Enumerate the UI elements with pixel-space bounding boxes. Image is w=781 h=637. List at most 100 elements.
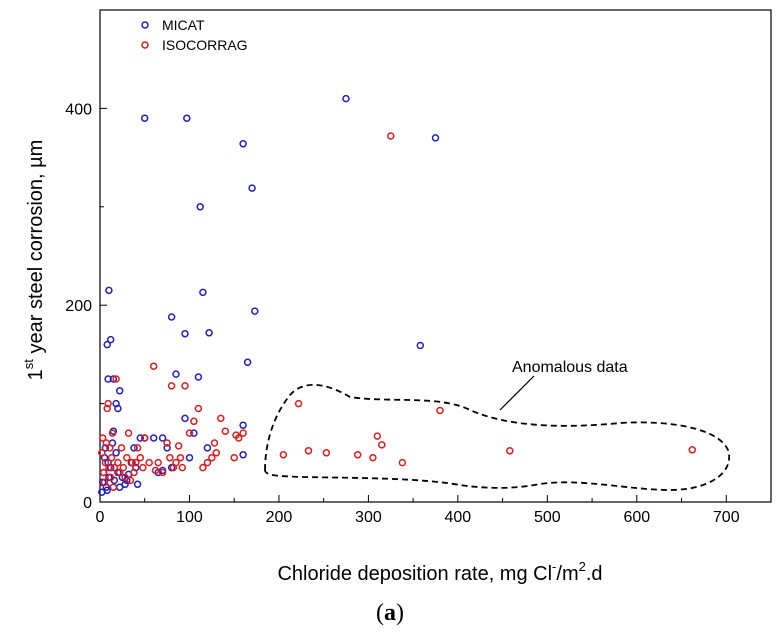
data-point-isocorrag (210, 439, 219, 447)
data-point-micat (121, 480, 129, 489)
anomalous-boundary (264, 383, 731, 491)
data-point-micat (136, 434, 145, 442)
data-point-isocorrag (126, 476, 135, 485)
data-point-isocorrag (194, 404, 203, 413)
x-tick-label: 500 (534, 509, 561, 526)
data-point-micat (114, 404, 122, 413)
data-point-isocorrag (158, 468, 167, 477)
data-point-isocorrag (154, 458, 162, 467)
data-point-micat (239, 421, 247, 429)
data-point-isocorrag (378, 441, 386, 449)
data-point-isocorrag (124, 429, 133, 437)
data-point-isocorrag (398, 458, 407, 467)
data-point-isocorrag (117, 444, 126, 452)
data-point-isocorrag (112, 375, 120, 383)
data-point-micat (196, 203, 204, 211)
panel-label: (a) (376, 600, 404, 626)
x-tick-label: 300 (355, 509, 382, 526)
x-tick-label: 600 (623, 509, 650, 526)
data-point-isocorrag (98, 434, 107, 442)
anomalous-region: Anomalous data (264, 359, 731, 491)
plot-frame (99, 9, 772, 503)
data-point-isocorrag (100, 478, 109, 487)
data-point-isocorrag (110, 463, 119, 472)
legend-marker-micat (141, 21, 149, 29)
data-point-micat (115, 387, 124, 395)
data-point-micat (163, 444, 171, 452)
data-point-isocorrag (107, 453, 116, 462)
data-point-isocorrag (208, 453, 216, 462)
data-point-isocorrag (239, 429, 247, 437)
data-point-isocorrag (163, 439, 171, 447)
data-point-isocorrag (279, 451, 288, 459)
x-tick-label: 200 (266, 509, 293, 526)
data-point-micat (140, 114, 149, 122)
data-point-isocorrag (139, 463, 147, 472)
legend: MICAT ISOCORRAG (141, 17, 248, 53)
data-point-micat (431, 134, 440, 142)
data-point-isocorrag (106, 444, 114, 452)
data-point-isocorrag (506, 447, 514, 455)
data-point-isocorrag (130, 468, 138, 477)
data-point-isocorrag (133, 444, 142, 452)
y-tick-label: 0 (83, 495, 92, 512)
data-point-isocorrag (181, 382, 189, 390)
data-point-isocorrag (108, 429, 117, 437)
data-point-isocorrag (119, 463, 128, 472)
data-point-isocorrag (172, 458, 180, 467)
data-point-isocorrag (106, 473, 115, 482)
data-point-micat (203, 444, 212, 452)
data-point-isocorrag (145, 458, 153, 467)
legend-marker-isocorrag (141, 41, 149, 49)
data-point-micat (183, 114, 191, 122)
data-point-isocorrag (121, 473, 129, 482)
data-point-isocorrag (203, 458, 212, 467)
data-point-micat (103, 486, 111, 494)
data-point-isocorrag (190, 417, 198, 426)
x-axis-title: Chloride deposition rate, mg Cl-/m2.d (277, 559, 602, 585)
x-tick-label: 700 (713, 509, 740, 526)
data-point-isocorrag (115, 468, 124, 477)
y-tick-label: 200 (65, 298, 92, 315)
data-point-micat (181, 329, 189, 338)
data-point-isocorrag (101, 458, 110, 467)
data-point-micat (239, 451, 247, 459)
data-point-micat (167, 313, 176, 321)
data-point-isocorrag (185, 429, 194, 437)
data-point-isocorrag (128, 458, 136, 467)
data-point-isocorrag (136, 453, 145, 462)
data-point-isocorrag (304, 447, 313, 455)
data-point-micat (194, 373, 203, 381)
data-point-isocorrag (176, 453, 185, 462)
data-point-isocorrag (167, 382, 176, 390)
data-point-micat (158, 434, 167, 442)
data-point-isocorrag (151, 466, 160, 475)
data-point-isocorrag (149, 362, 158, 370)
data-point-isocorrag (102, 439, 111, 447)
x-tick-label: 400 (445, 509, 472, 526)
x-tick-label: 0 (96, 509, 105, 526)
data-point-isocorrag (373, 432, 382, 440)
data-point-micat (101, 444, 110, 452)
data-point-isocorrag (387, 132, 395, 140)
data-point-isocorrag (114, 458, 122, 467)
data-point-isocorrag (104, 399, 112, 408)
data-point-micat (248, 184, 256, 192)
y-tick-label: 400 (65, 101, 92, 118)
data-point-micat (190, 429, 198, 437)
data-point-micat (243, 358, 252, 367)
data-point-micat (106, 335, 115, 344)
data-point-micat (181, 414, 189, 423)
data-point-isocorrag (109, 483, 118, 491)
data-point-micat (112, 449, 120, 457)
data-point-micat (416, 341, 425, 350)
data-point-isocorrag (98, 449, 106, 457)
data-point-isocorrag (123, 453, 131, 462)
tick-layer: 0 100 200 300 400 500 600 700 0 200 400 (65, 101, 739, 526)
data-point-micat (251, 307, 259, 315)
data-point-isocorrag (234, 434, 243, 442)
series-micat (98, 94, 440, 496)
data-point-isocorrag (322, 449, 331, 457)
